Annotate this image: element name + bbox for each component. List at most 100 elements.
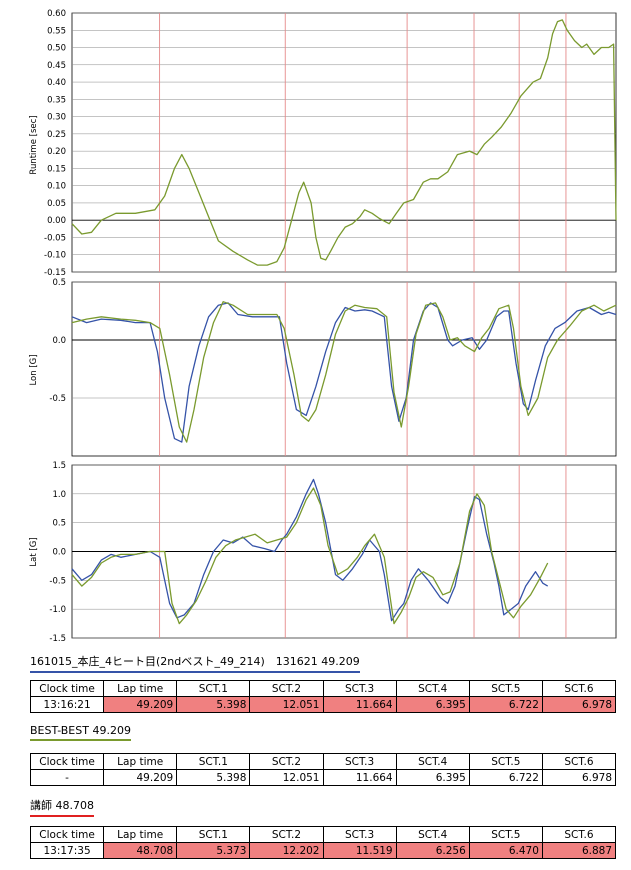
cell-sct6: 6.978 — [541, 769, 617, 786]
series-line-0 — [71, 19, 617, 266]
y-tick-label: -0.5 — [49, 394, 66, 404]
header-clock-time: Clock time — [29, 826, 105, 843]
lap-table-instructor: Clock time Lap time SCT.1 SCT.2 SCT.3 SC… — [29, 826, 617, 859]
lat-ylabel: Lat [G] — [29, 537, 39, 566]
series-line-0 — [71, 478, 549, 622]
header-sct2: SCT.2 — [249, 826, 324, 843]
header-lap-time: Lap time — [103, 680, 178, 697]
header-lap-time: Lap time — [103, 753, 178, 770]
cell-sct5: 6.470 — [468, 842, 543, 859]
header-sct2: SCT.2 — [249, 680, 324, 697]
lap-title-best-best: BEST-BEST 49.209 — [30, 724, 131, 741]
header-clock-time: Clock time — [29, 753, 105, 770]
cell-clock-time: 13:17:35 — [29, 842, 105, 859]
header-sct4: SCT.4 — [395, 680, 470, 697]
y-tick-label: 0.30 — [47, 113, 66, 123]
plot-frame — [71, 12, 617, 273]
header-clock-time: Clock time — [29, 680, 105, 697]
lap-title-161015: 161015_本庄_4ヒート目(2ndベスト_49_214) 131621 49… — [30, 653, 360, 673]
cell-sct2: 12.051 — [249, 696, 324, 713]
header-sct6: SCT.6 — [541, 680, 617, 697]
header-sct1: SCT.1 — [176, 680, 251, 697]
cell-clock-time: - — [29, 769, 105, 786]
cell-sct1: 5.398 — [176, 696, 251, 713]
lon-plot: 0.5 0.0 -0.5 — [49, 278, 617, 457]
header-sct4: SCT.4 — [395, 753, 470, 770]
y-tick-label: 0.60 — [47, 9, 66, 19]
runtime-plot: 0.60 0.55 0.50 0.45 0.40 0.35 0.30 0.25 0.20 0.15… — [44, 9, 617, 278]
cell-lap-time: 48.708 — [103, 842, 178, 859]
header-sct4: SCT.4 — [395, 826, 470, 843]
y-tick-label: 0.05 — [47, 199, 66, 209]
cell-sct5: 6.722 — [468, 696, 543, 713]
runtime-ylabel: Runtime [sec] — [29, 115, 39, 174]
y-tick-label: -0.05 — [44, 233, 66, 243]
cell-sct4: 6.395 — [395, 769, 470, 786]
cell-clock-time: 13:16:21 — [29, 696, 105, 713]
header-sct5: SCT.5 — [468, 680, 543, 697]
lap-table-best-best: Clock time Lap time SCT.1 SCT.2 SCT.3 SC… — [29, 753, 617, 786]
cell-sct1: 5.373 — [176, 842, 251, 859]
cell-sct4: 6.395 — [395, 696, 470, 713]
series-line-1 — [71, 301, 617, 443]
cell-sct3: 11.664 — [322, 696, 397, 713]
y-tick-label: -0.5 — [49, 576, 66, 586]
header-sct6: SCT.6 — [541, 753, 617, 770]
lat-chart: 1.5 1.0 0.5 0.0 -0.5 -1.0 -1.5 Lat [G] — [29, 461, 617, 644]
plot-frame — [71, 281, 617, 457]
y-tick-label: 1.0 — [52, 490, 66, 500]
y-tick-label: 1.5 — [52, 461, 66, 471]
table-header-row: Clock time Lap time SCT.1 SCT.2 SCT.3 SC… — [29, 826, 617, 843]
y-tick-label: 0.5 — [52, 278, 66, 288]
header-sct3: SCT.3 — [322, 826, 397, 843]
lon-chart: 0.5 0.0 -0.5 Lon [G] — [29, 278, 617, 457]
y-tick-label: 0.00 — [47, 216, 66, 226]
cell-sct6: 6.887 — [541, 842, 617, 859]
table-header-row: Clock time Lap time SCT.1 SCT.2 SCT.3 SC… — [29, 753, 617, 770]
table-row: - 49.209 5.398 12.051 11.664 6.395 6.722… — [29, 769, 617, 786]
cell-sct3: 11.664 — [322, 769, 397, 786]
header-sct3: SCT.3 — [322, 753, 397, 770]
cell-sct5: 6.722 — [468, 769, 543, 786]
y-tick-label: -0.10 — [44, 251, 66, 261]
y-tick-label: 0.20 — [47, 147, 66, 157]
cell-sct1: 5.398 — [176, 769, 251, 786]
table-row: 13:17:35 48.708 5.373 12.202 11.519 6.25… — [29, 842, 617, 859]
y-tick-label: -1.0 — [49, 605, 66, 615]
header-sct1: SCT.1 — [176, 826, 251, 843]
y-tick-label: 0.5 — [52, 519, 66, 529]
header-sct5: SCT.5 — [468, 753, 543, 770]
y-tick-label: -0.15 — [44, 268, 66, 278]
table-header-row: Clock time Lap time SCT.1 SCT.2 SCT.3 SC… — [29, 680, 617, 697]
header-sct3: SCT.3 — [322, 680, 397, 697]
series-line-1 — [71, 487, 549, 625]
header-lap-time: Lap time — [103, 826, 178, 843]
y-tick-label: 0.35 — [47, 95, 66, 105]
y-tick-label: 0.0 — [52, 336, 66, 346]
cell-sct2: 12.051 — [249, 769, 324, 786]
cell-lap-time: 49.209 — [103, 769, 178, 786]
cell-sct2: 12.202 — [249, 842, 324, 859]
runtime-chart: 0.60 0.55 0.50 0.45 0.40 0.35 0.30 0.25 0.20 0.15… — [29, 9, 617, 278]
lon-ylabel: Lon [G] — [29, 354, 39, 385]
cell-sct4: 6.256 — [395, 842, 470, 859]
y-tick-label: 0.40 — [47, 78, 66, 88]
y-tick-label: 0.55 — [47, 26, 66, 36]
y-tick-label: 0.0 — [52, 548, 66, 558]
lap-table-161015: Clock time Lap time SCT.1 SCT.2 SCT.3 SC… — [29, 680, 617, 713]
lat-plot: 1.5 1.0 0.5 0.0 -0.5 -1.0 -1.5 — [49, 461, 617, 644]
y-tick-label: 0.45 — [47, 61, 66, 71]
table-row: 13:16:21 49.209 5.398 12.051 11.664 6.39… — [29, 696, 617, 713]
cell-lap-time: 49.209 — [103, 696, 178, 713]
header-sct1: SCT.1 — [176, 753, 251, 770]
cell-sct6: 6.978 — [541, 696, 617, 713]
header-sct6: SCT.6 — [541, 826, 617, 843]
y-tick-label: 0.15 — [47, 164, 66, 174]
lap-title-instructor: 講師 48.708 — [30, 797, 94, 817]
y-tick-label: 0.50 — [47, 44, 66, 54]
y-tick-label: 0.25 — [47, 130, 66, 140]
y-tick-label: 0.10 — [47, 182, 66, 192]
cell-sct3: 11.519 — [322, 842, 397, 859]
header-sct2: SCT.2 — [249, 753, 324, 770]
header-sct5: SCT.5 — [468, 826, 543, 843]
